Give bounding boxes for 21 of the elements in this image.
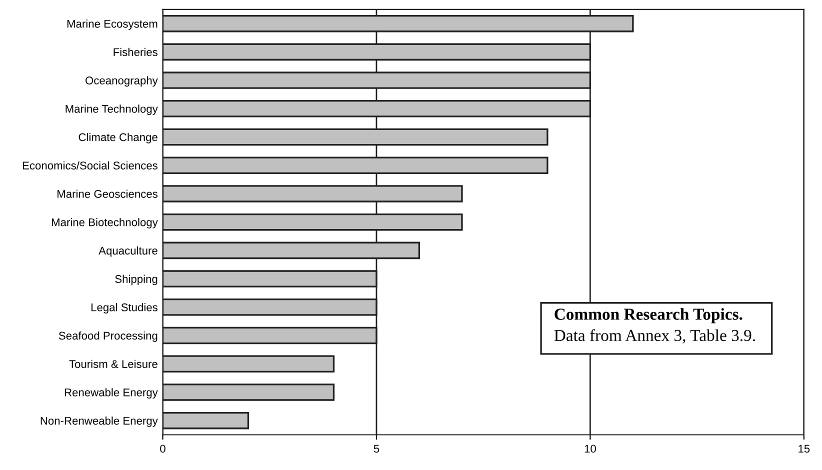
y-tick-label: Marine Geosciences (58, 190, 158, 198)
y-tick-label: Marine Biotechnology (52, 218, 158, 228)
y-tick-label: Marine Ecosystem (67, 20, 158, 30)
y-tick-label: Non-Renweable Energy (40, 416, 158, 427)
y-tick-label: Fisheries (114, 48, 158, 56)
y-tick-label: Marine Technology (66, 104, 158, 115)
y-tick-label: Aquaculture (98, 246, 158, 257)
x-tick-label: 0 (160, 444, 166, 453)
annotation: Common Research Topics. (554, 308, 742, 324)
annotation: Data from Annex 3, Table 3.9. (554, 329, 755, 344)
y-tick-label: Seafood Processing (58, 331, 158, 342)
y-tick-label: Tourism & Leisure (69, 360, 158, 368)
x-tick-label: 10 (584, 444, 596, 453)
y-tick-label: Oceanography (86, 76, 158, 87)
y-tick-label: Economics/Social Sciences (22, 161, 158, 170)
x-tick-label: 5 (374, 444, 380, 453)
y-tick-label: Shipping (115, 274, 158, 286)
x-tick-label: 15 (798, 444, 810, 453)
y-tick-label: Climate Change (78, 132, 158, 144)
y-tick-label: Legal Studies (91, 303, 158, 314)
y-tick-label: Renewable Energy (64, 388, 158, 399)
